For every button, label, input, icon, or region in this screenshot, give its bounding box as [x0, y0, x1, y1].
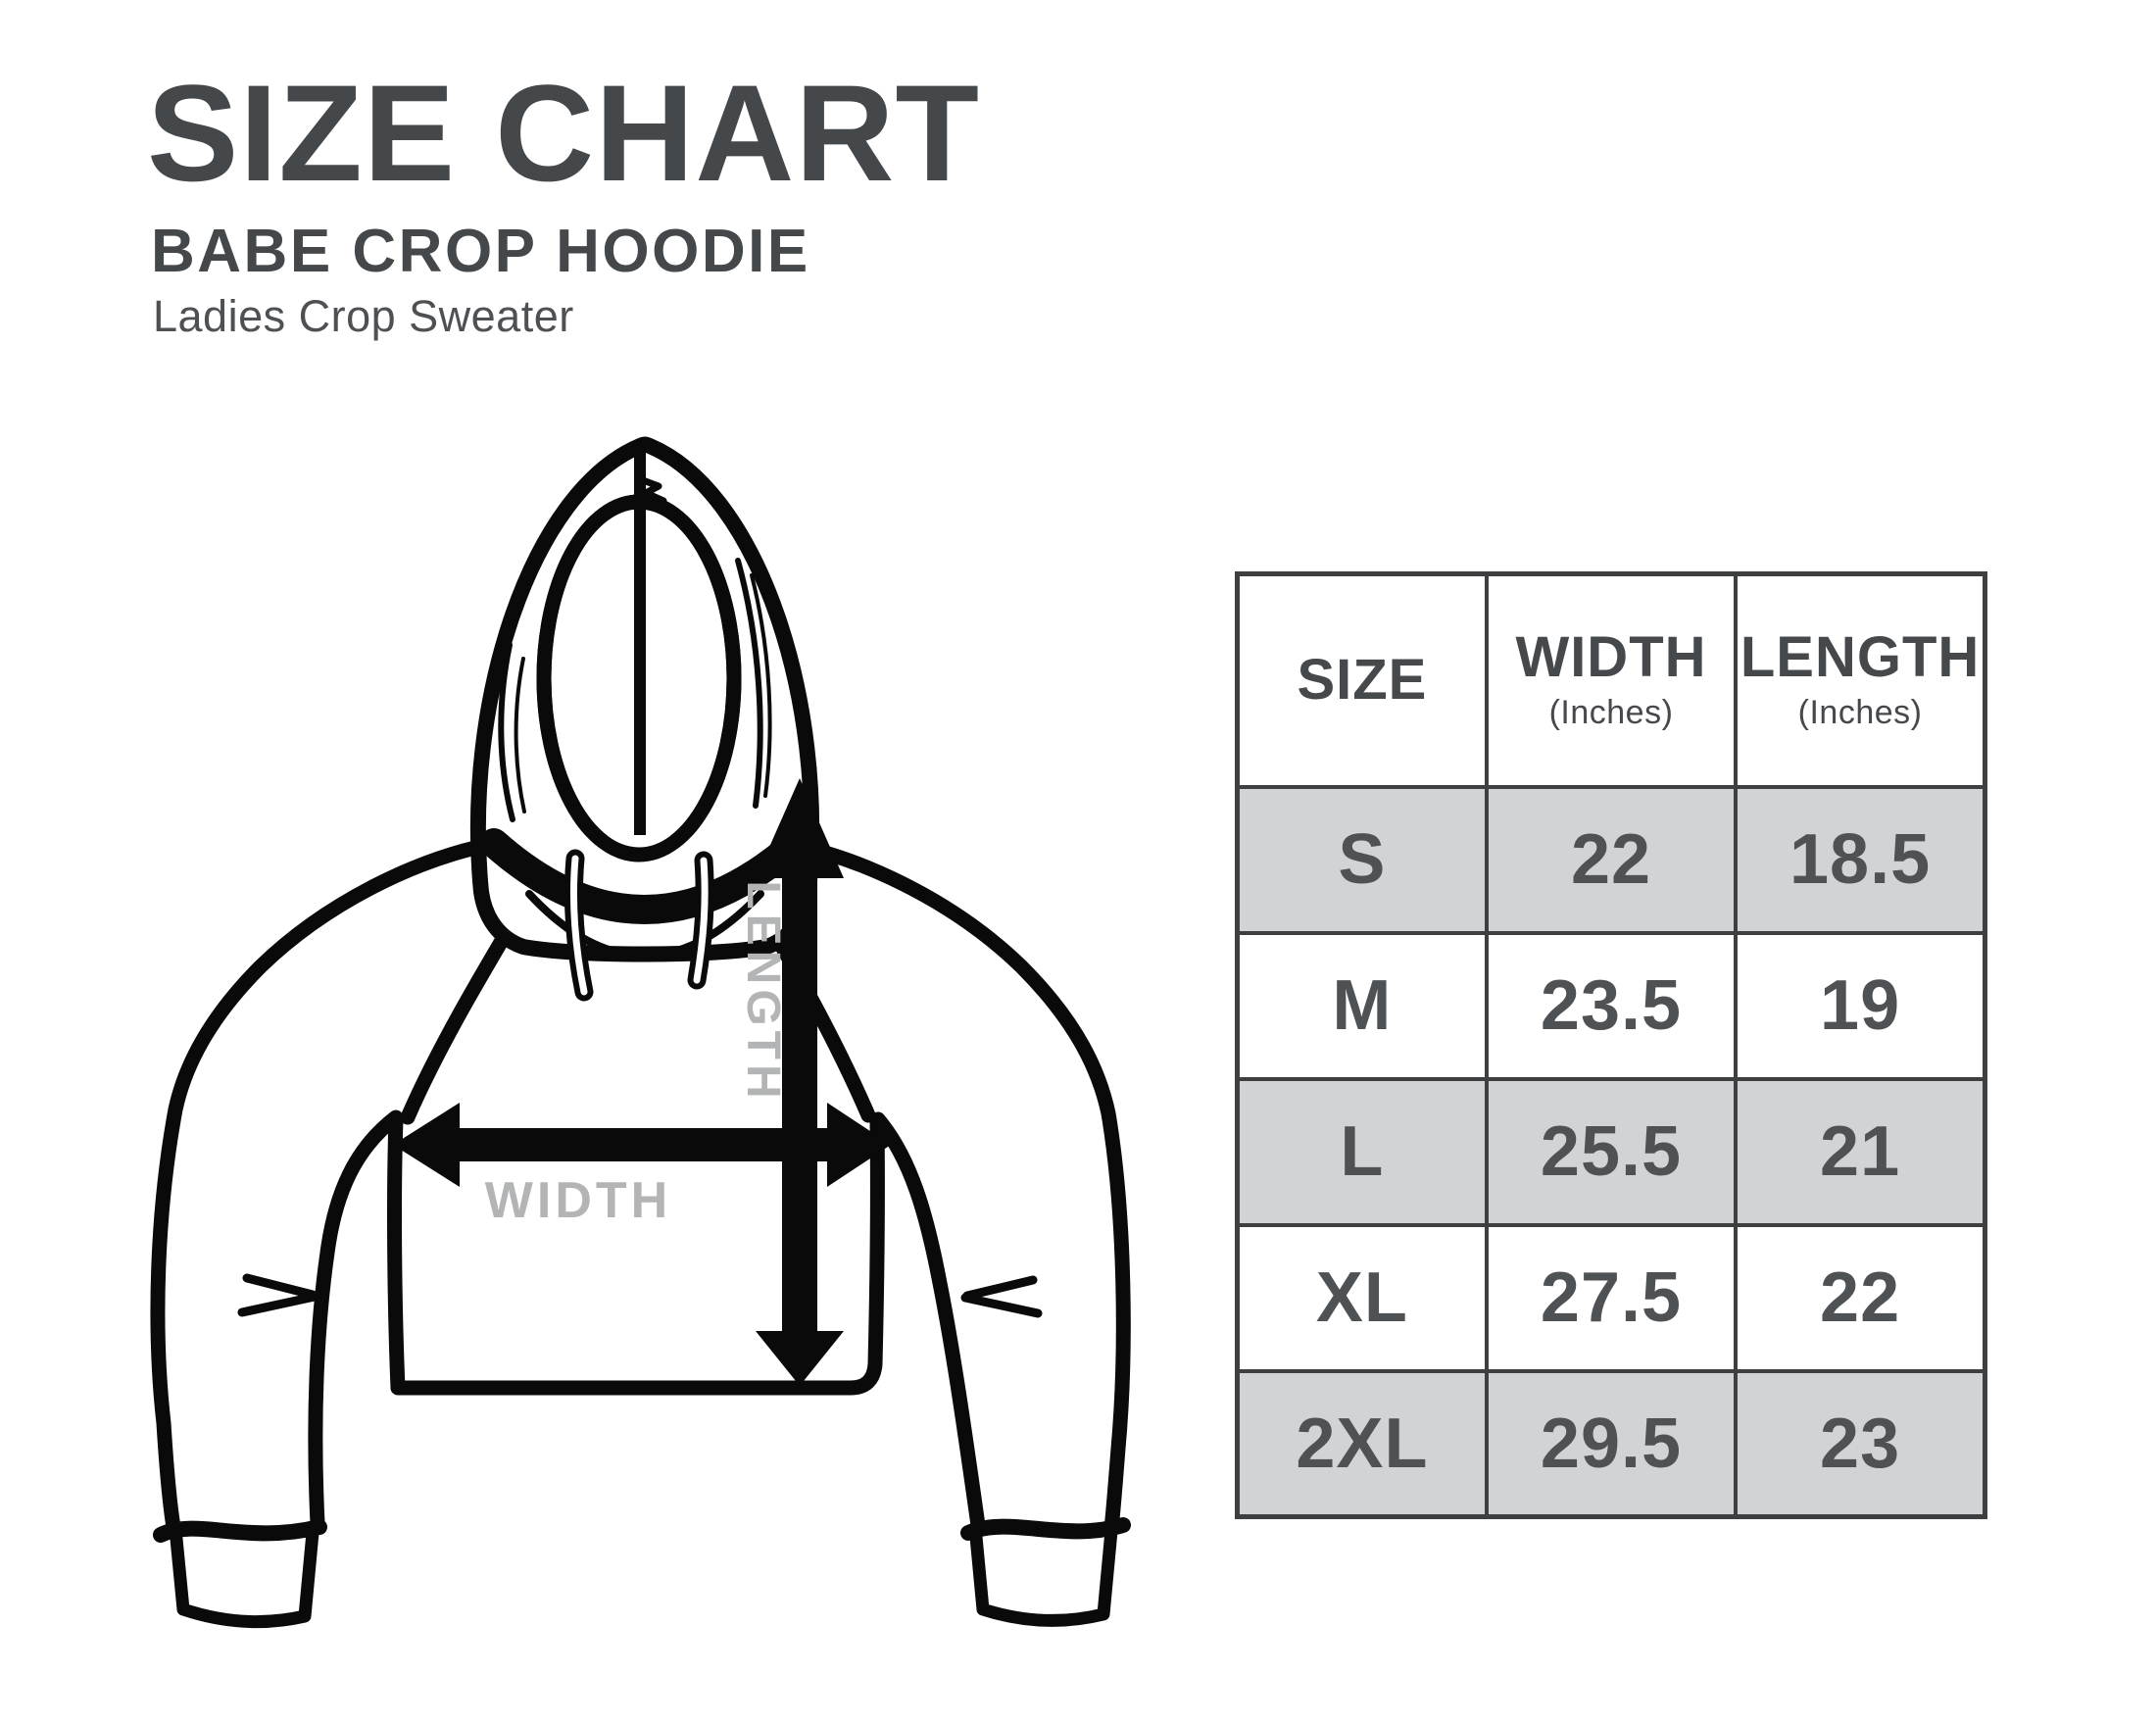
table-row-xl: XL 27.5 22 — [1235, 1222, 1987, 1373]
size-cell: S — [1338, 820, 1387, 899]
width-arrow — [393, 1103, 891, 1187]
length-cell: 18.5 — [1789, 820, 1932, 899]
length-arrow — [756, 778, 844, 1386]
table-row-2xl: 2XL 29.5 23 — [1235, 1368, 1987, 1519]
table-row-s: S 22 18.5 — [1235, 784, 1987, 935]
table-row-m: M 23.5 19 — [1235, 930, 1987, 1081]
size-cell: L — [1340, 1112, 1385, 1191]
column-header-length-label: LENGTH — [1740, 625, 1981, 690]
column-header-length: LENGTH (Inches) — [1734, 571, 1987, 789]
length-cell: 23 — [1820, 1404, 1901, 1483]
width-cell: 27.5 — [1540, 1258, 1683, 1337]
width-label: WIDTH — [485, 1172, 671, 1229]
hoodie-measurement-diagram: LENGTH WIDTH — [150, 436, 1131, 1629]
column-header-width-label: WIDTH — [1515, 625, 1707, 690]
column-header-width-sub: (Inches) — [1548, 694, 1674, 732]
hood-drawstrings — [564, 849, 714, 1002]
size-cell: XL — [1315, 1258, 1408, 1337]
length-cell: 21 — [1820, 1112, 1901, 1191]
column-header-width: WIDTH (Inches) — [1484, 571, 1739, 789]
column-header-size: SIZE — [1235, 571, 1489, 789]
size-table: SIZE WIDTH (Inches) LENGTH (Inches) S 22… — [1235, 571, 1987, 1519]
sleeve-chevron-left — [237, 1273, 319, 1317]
size-table-header-row: SIZE WIDTH (Inches) LENGTH (Inches) — [1235, 571, 1987, 789]
table-row-l: L 25.5 21 — [1235, 1076, 1987, 1227]
product-description: Ladies Crop Sweater — [153, 291, 574, 341]
width-cell: 29.5 — [1540, 1404, 1683, 1483]
measurement-arrows — [393, 778, 891, 1386]
length-label: LENGTH — [737, 880, 789, 1103]
hoodie-hood-art — [469, 436, 820, 1002]
length-cell: 19 — [1820, 966, 1901, 1045]
column-header-length-sub: (Inches) — [1797, 694, 1923, 732]
width-cell: 23.5 — [1540, 966, 1683, 1045]
product-name: BABE CROP HOODIE — [151, 218, 810, 285]
page-title: SIZE CHART — [147, 56, 980, 210]
column-header-size-label: SIZE — [1297, 647, 1428, 712]
size-cell: M — [1332, 966, 1393, 1045]
width-cell: 25.5 — [1540, 1112, 1683, 1191]
sleeve-chevron-right — [960, 1275, 1043, 1318]
size-cell: 2XL — [1296, 1404, 1429, 1483]
width-cell: 22 — [1570, 820, 1652, 899]
length-cell: 22 — [1820, 1258, 1901, 1337]
